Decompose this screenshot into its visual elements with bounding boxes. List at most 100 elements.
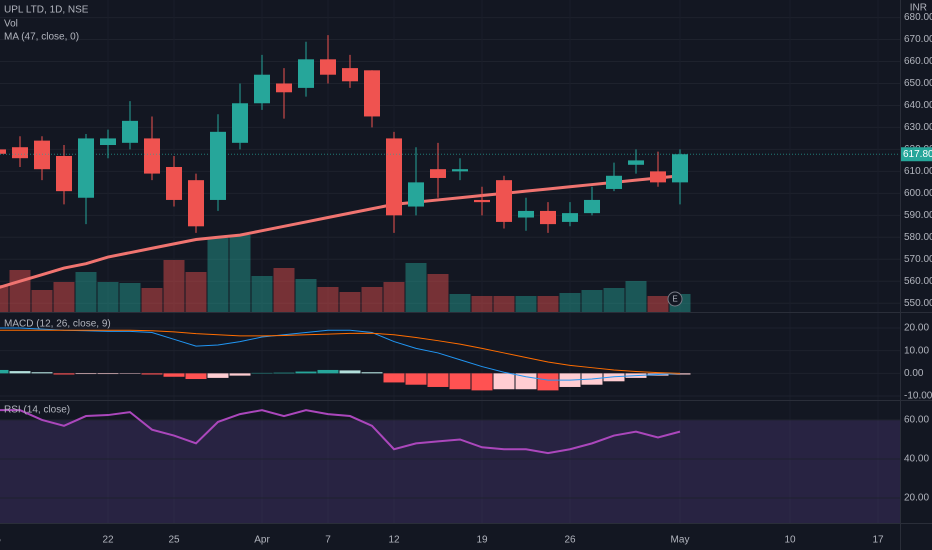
candle-body (210, 131, 226, 200)
candle-body (474, 199, 490, 203)
macd-histogram-bar (471, 373, 493, 391)
macd-histogram-bar (31, 372, 53, 374)
macd-histogram-bar (317, 369, 339, 374)
x-tick-label: 25 (168, 535, 180, 546)
last-price-tag (901, 147, 932, 162)
candle-body (386, 138, 402, 216)
candle-body (606, 175, 622, 189)
macd-histogram-bar (229, 373, 251, 376)
y-tick-label: 590.00 (904, 210, 932, 221)
y-tick-label: -10.00 (904, 391, 932, 402)
macd-histogram-bar (405, 373, 427, 385)
rsi-band (0, 419, 900, 523)
volume-bar (163, 260, 185, 312)
macd-histogram-bar (53, 373, 75, 375)
candle-body (276, 83, 292, 93)
y-tick-label: 660.00 (904, 56, 932, 67)
candle-body (430, 169, 446, 178)
macd-histogram-bar (493, 373, 515, 390)
macd-histogram-bar (449, 373, 471, 390)
volume-bar (471, 296, 493, 312)
x-tick-label: 5 (0, 535, 1, 546)
candle-body (254, 74, 270, 104)
macd-histogram-bar (537, 373, 559, 391)
macd-histogram-bar (295, 371, 317, 374)
candle-body (56, 156, 72, 192)
macd-histogram-bar (0, 369, 9, 374)
candle-body (144, 138, 160, 174)
y-tick-label: 580.00 (904, 232, 932, 243)
y-tick-label: 680.00 (904, 12, 932, 23)
candle-body (364, 70, 380, 117)
y-tick-label: 610.00 (904, 166, 932, 177)
macd-legend[interactable]: MACD (12, 26, close, 9) (4, 319, 111, 330)
currency-label: INR (910, 3, 927, 14)
candle-body (408, 182, 424, 207)
macd-line (0, 327, 681, 381)
volume-bar (493, 296, 515, 312)
y-tick-label: 640.00 (904, 100, 932, 111)
moving-average (0, 174, 681, 289)
x-tick-label: 7 (325, 535, 331, 546)
macd-histogram-bar (339, 370, 361, 374)
y-tick-label: 60.00 (904, 415, 929, 426)
y-tick-label: 560.00 (904, 276, 932, 287)
y-tick-label: 570.00 (904, 254, 932, 265)
volume-bar (449, 294, 471, 312)
volume-bar (9, 270, 31, 312)
x-tick-label: Apr (254, 535, 270, 546)
rsi-line (0, 409, 681, 455)
x-tick-label: 22 (102, 535, 114, 546)
volume-bar (383, 282, 405, 312)
macd-histogram-bar (669, 373, 691, 375)
x-tick-label: 26 (564, 535, 576, 546)
x-tick-label: 10 (784, 535, 796, 546)
volume-bar (119, 283, 141, 312)
y-tick-label: 0.00 (904, 368, 924, 379)
y-tick-label: 650.00 (904, 78, 932, 89)
volume-bar (31, 290, 53, 312)
x-tick-label: 12 (388, 535, 400, 546)
last-price-label: 617.80 (903, 149, 932, 160)
earnings-label: E (672, 295, 677, 304)
macd-histogram-bar (141, 373, 163, 375)
candle-body (34, 140, 50, 170)
volume-bar (427, 274, 449, 312)
volume-bar (53, 282, 75, 312)
x-tick-label: 19 (476, 535, 488, 546)
y-tick-label: 670.00 (904, 34, 932, 45)
candle-body (672, 154, 688, 183)
volume-bar (581, 290, 603, 312)
candle-body (232, 103, 248, 143)
volume-bar (251, 276, 273, 312)
volume-bar (229, 235, 251, 312)
symbol-title[interactable]: UPL LTD, 1D, NSE (4, 5, 89, 16)
candle-body (12, 147, 28, 159)
candle-body (496, 180, 512, 222)
volume-bar (647, 296, 669, 312)
ma-legend[interactable]: MA (47, close, 0) (4, 32, 79, 43)
volume-bar (537, 296, 559, 312)
macd-histogram-bar (207, 373, 229, 378)
candle-body (100, 138, 116, 146)
volume-bar (559, 293, 581, 312)
candle-body (562, 213, 578, 222)
candle-body (584, 199, 600, 214)
volume-legend[interactable]: Vol (4, 19, 18, 30)
candle-body (342, 68, 358, 82)
volume-bar (515, 296, 537, 312)
volume-bar (317, 287, 339, 312)
y-tick-label: 10.00 (904, 345, 929, 356)
macd-histogram-bar (427, 373, 449, 387)
rsi-legend[interactable]: RSI (14, close) (4, 405, 70, 416)
candle-body (0, 149, 6, 154)
y-tick-label: 20.00 (904, 323, 929, 334)
volume-bar (361, 287, 383, 312)
x-tick-label: May (671, 535, 690, 546)
candle-body (452, 169, 468, 172)
volume-bar (0, 285, 9, 312)
candle-body (78, 138, 94, 198)
y-tick-label: 600.00 (904, 188, 932, 199)
volume-bar (405, 263, 427, 312)
